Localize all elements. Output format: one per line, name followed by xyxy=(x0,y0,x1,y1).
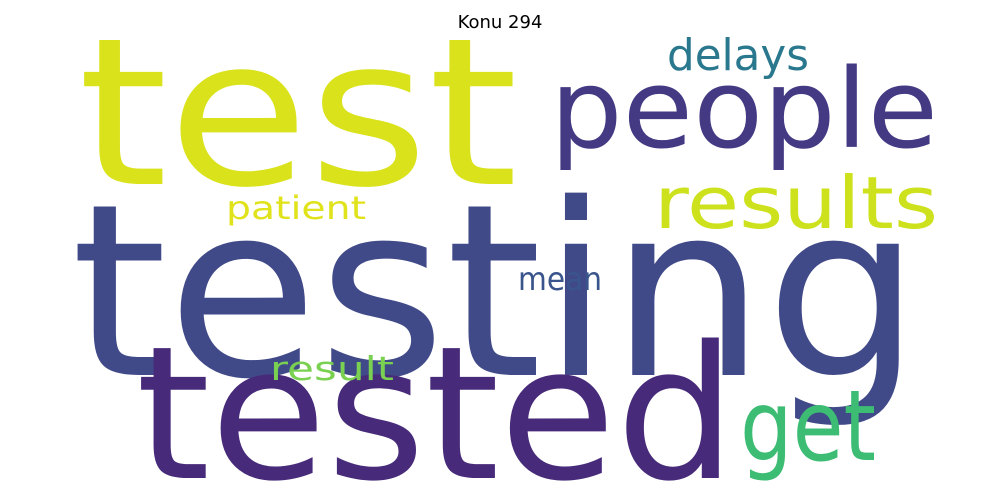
word-result: result xyxy=(270,349,394,388)
page-title: Konu 294 xyxy=(457,12,543,33)
word-results: results xyxy=(654,161,938,245)
word-testing: testing xyxy=(71,152,921,432)
word-tested: tested xyxy=(136,306,736,500)
word-patient: patient xyxy=(226,189,366,227)
word-delays: delays xyxy=(667,30,809,81)
word-get: get xyxy=(740,370,876,484)
word-mean: mean xyxy=(518,260,602,298)
word-people: people xyxy=(550,45,938,173)
word-test: test xyxy=(78,0,518,233)
